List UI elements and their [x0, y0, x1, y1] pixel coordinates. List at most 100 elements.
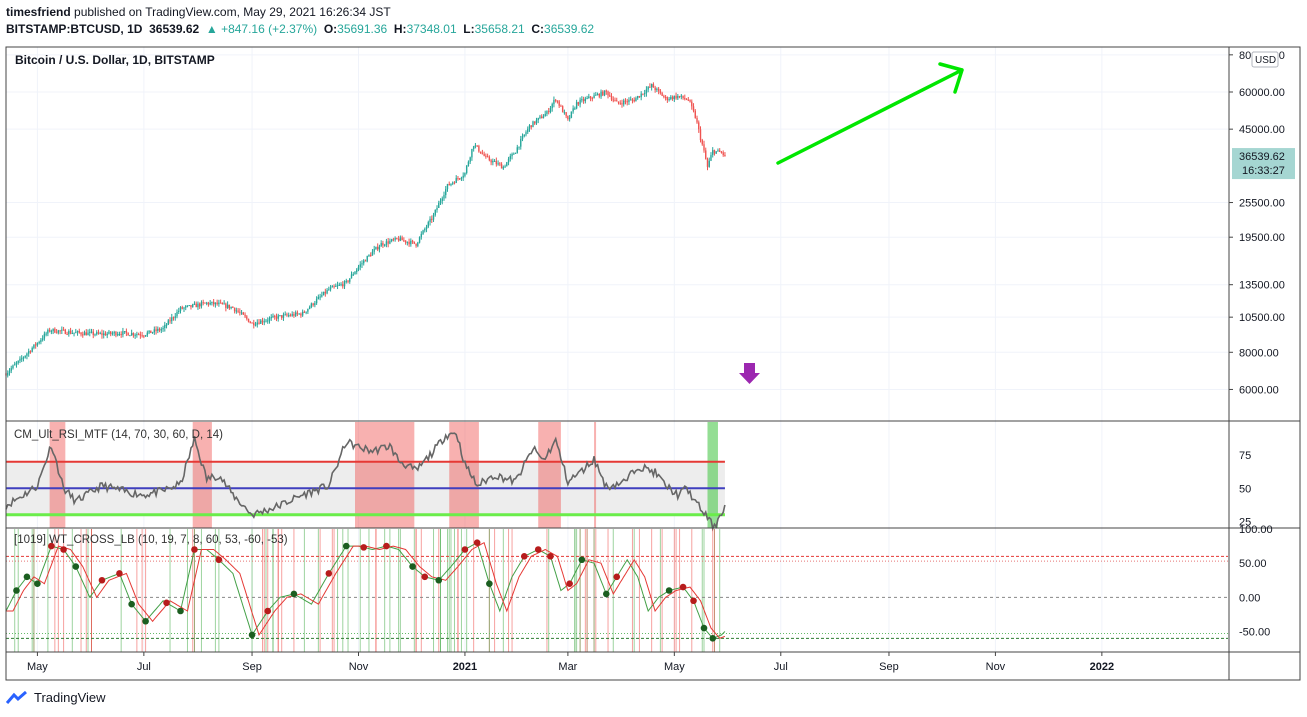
footer[interactable]: TradingView [6, 690, 106, 705]
cross-dot-red [613, 573, 621, 581]
candle-series[interactable] [5, 82, 726, 378]
candle-body [83, 332, 86, 336]
candle-body [153, 329, 156, 333]
candle-body [467, 161, 470, 166]
annotations[interactable] [739, 62, 964, 384]
time-tick-label: Sep [242, 661, 262, 673]
candle-body [650, 84, 653, 87]
candle-body [387, 241, 389, 244]
candle-body [614, 99, 616, 101]
candle-body [24, 355, 26, 358]
brand-name[interactable]: TradingView [34, 690, 106, 705]
candle-body [270, 317, 272, 319]
currency-box [1251, 51, 1279, 68]
candle-body [186, 305, 189, 307]
candle-body [518, 146, 520, 148]
candle-body [670, 96, 672, 100]
wt-cross-indicator[interactable] [5, 529, 1228, 652]
candle-body [352, 274, 354, 276]
candle-body [406, 241, 409, 243]
candle-body [410, 240, 412, 245]
cross-dot-red [163, 599, 170, 607]
candle-body [417, 242, 419, 246]
candle-body [389, 241, 391, 244]
candle-body [603, 90, 606, 96]
candle-body [589, 96, 592, 99]
last-price-badge [1232, 148, 1295, 180]
candle-body [21, 358, 23, 360]
candle-body [139, 334, 142, 336]
axes: 80000.0060000.0045000.0025500.0019500.00… [27, 50, 1295, 673]
candle-body [123, 331, 126, 333]
candle-body [696, 117, 698, 123]
candle-body [143, 335, 145, 337]
candle-body [645, 89, 648, 94]
grid-lines [6, 47, 1228, 652]
candle-body [605, 90, 607, 92]
candle-body [211, 301, 213, 303]
cross-dot-green [34, 580, 41, 587]
author-name[interactable]: timesfriend [6, 5, 71, 19]
candle-body [85, 332, 87, 336]
candle-body [708, 160, 710, 167]
candle-body [623, 100, 625, 105]
candle-body [584, 98, 587, 102]
countdown-label: 16:33:27 [1242, 165, 1285, 177]
candle-body [438, 202, 440, 208]
candle-body [82, 334, 84, 336]
last-price-label: 36539.62 [149, 22, 200, 36]
candle-body [471, 148, 473, 158]
candle-body [260, 320, 262, 324]
low-value: 35658.21 [474, 22, 525, 36]
candle-body [226, 304, 229, 308]
candle-body [616, 100, 618, 102]
candle-body [561, 106, 564, 113]
candle-body [326, 290, 328, 294]
candle-body [687, 99, 689, 101]
candle-body [516, 147, 518, 153]
candle-body [581, 99, 583, 101]
candle-body [52, 328, 54, 332]
candle-body [479, 151, 482, 154]
candle-body [565, 112, 567, 116]
candle-body [165, 324, 168, 326]
candle-body [457, 178, 459, 180]
time-tick-label: Nov [349, 661, 369, 673]
candle-body [209, 302, 211, 305]
candle-body [465, 165, 468, 173]
candle-body [340, 284, 342, 286]
candle-body [534, 121, 536, 124]
candle-body [141, 335, 143, 337]
wt-tick-label: 50.00 [1239, 558, 1267, 570]
cross-dot-green [290, 590, 298, 598]
candle-body [230, 306, 232, 309]
candle-body [331, 286, 334, 288]
cross-dot-green [665, 587, 673, 594]
candle-body [582, 99, 585, 102]
candle-body [556, 100, 559, 102]
low-key: L: [463, 22, 475, 36]
candle-body [626, 101, 628, 103]
candle-body [188, 305, 190, 307]
candle-body [713, 150, 716, 154]
cross-dot-red [48, 542, 55, 550]
candle-body [445, 189, 447, 196]
candle-body [272, 315, 274, 318]
candle-body [490, 160, 492, 163]
candle-body [240, 312, 243, 314]
candle-body [553, 99, 555, 105]
candle-body [575, 102, 578, 109]
candle-body [378, 246, 381, 250]
chart-area[interactable]: 80000.0060000.0045000.0025500.0019500.00… [0, 40, 1307, 685]
candle-body [507, 158, 510, 163]
candle-body [705, 150, 707, 159]
cross-dot-green [142, 617, 149, 625]
candle-body [27, 351, 30, 354]
candle-body [493, 160, 496, 162]
time-tick-label: Nov [986, 661, 1006, 673]
candle-body [237, 310, 239, 312]
candle-body [539, 116, 541, 118]
rsi-indicator[interactable] [5, 432, 726, 532]
price-tick-label: 60000.00 [1239, 87, 1285, 99]
candle-body [261, 320, 264, 323]
